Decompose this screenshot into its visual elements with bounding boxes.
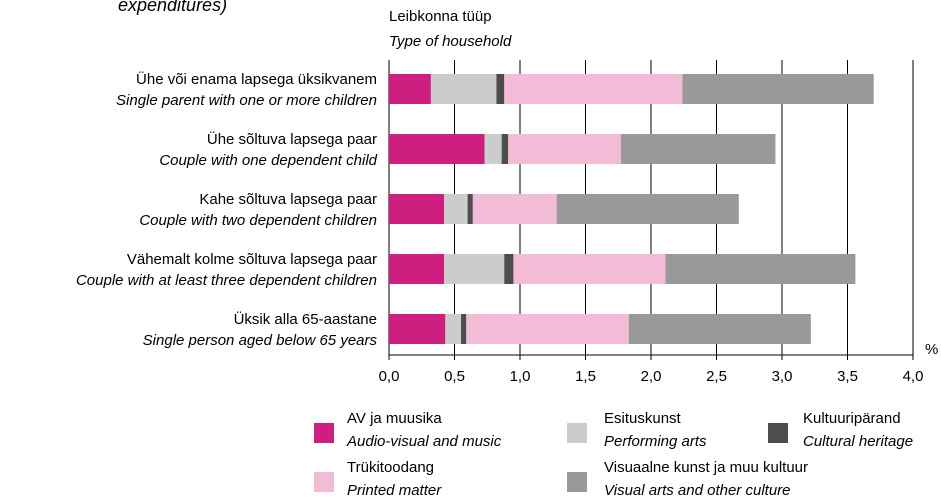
bar-segment	[430, 74, 497, 104]
bar-segment	[444, 254, 505, 284]
bar-segment	[496, 74, 505, 104]
x-tick-label: 0,5	[444, 368, 465, 385]
bar-segment	[444, 194, 468, 224]
legend-label: Visuaalne kunst ja muu kultuur	[604, 459, 808, 476]
bar-segment	[466, 314, 629, 344]
category-label: Ühe sõltuva lapsega paar	[207, 130, 377, 148]
bar-segment	[682, 74, 874, 104]
x-tick-label: 3,5	[837, 368, 858, 385]
legend-label: Kultuuripärand	[803, 410, 901, 427]
x-tick-label: 2,5	[706, 368, 727, 385]
category-translation: Single person aged below 65 years	[143, 332, 378, 349]
bar-segment	[504, 254, 514, 284]
bar-segment	[484, 134, 502, 164]
legend-swatch	[567, 423, 587, 443]
x-axis-unit: %	[925, 341, 938, 358]
legend-translation: Visual arts and other culture	[604, 482, 791, 499]
bar-segment	[389, 314, 446, 344]
bar-segment	[665, 254, 856, 284]
category-label: Kahe sõltuva lapsega paar	[199, 191, 377, 208]
category-label: Vähemalt kolme sõltuva lapsega paar	[127, 251, 377, 268]
bar-segment	[620, 134, 776, 164]
legend-translation: Printed matter	[347, 482, 442, 499]
legend-label: Esituskunst	[604, 410, 682, 427]
legend-translation: Performing arts	[604, 433, 707, 450]
category-translation: Couple with at least three dependent chi…	[76, 272, 377, 289]
bar-segment	[556, 194, 739, 224]
x-tick-label: 0,0	[379, 368, 400, 385]
legend-swatch	[314, 472, 334, 492]
x-tick-label: 1,5	[575, 368, 596, 385]
bar-segment	[508, 134, 621, 164]
legend-swatch	[768, 423, 788, 443]
bar-segment	[461, 314, 467, 344]
bar-segment	[504, 74, 683, 104]
bar-segment	[389, 134, 485, 164]
legend-translation: Audio-visual and music	[346, 433, 502, 450]
category-translation: Couple with one dependent child	[159, 152, 377, 169]
bar-segment	[513, 254, 666, 284]
category-label: Ühe või enama lapsega üksikvanem	[136, 70, 377, 88]
x-tick-label: 1,0	[510, 368, 531, 385]
category-label: Üksik alla 65-aastane	[234, 310, 377, 328]
bar-segment	[472, 194, 557, 224]
bar-segment	[389, 254, 445, 284]
bar-segment	[628, 314, 811, 344]
chart-title: expenditures)	[118, 0, 227, 15]
x-tick-label: 2,0	[641, 368, 662, 385]
bar-segment	[389, 194, 445, 224]
legend-translation: Cultural heritage	[803, 433, 913, 450]
bar-segment	[501, 134, 509, 164]
bar-segment	[467, 194, 473, 224]
bar-segment	[445, 314, 462, 344]
bar-segment	[389, 74, 431, 104]
x-tick-label: 3,0	[772, 368, 793, 385]
y-axis-label-translation: Type of household	[389, 33, 512, 50]
legend-swatch	[314, 423, 334, 443]
x-tick-label: 4,0	[903, 368, 924, 385]
category-translation: Couple with two dependent children	[139, 212, 377, 229]
legend-label: AV ja muusika	[347, 410, 442, 427]
y-axis-label: Leibkonna tüüp	[389, 8, 492, 25]
legend-label: Trükitoodang	[347, 459, 434, 476]
category-translation: Single parent with one or more children	[116, 92, 377, 109]
legend-swatch	[567, 472, 587, 492]
